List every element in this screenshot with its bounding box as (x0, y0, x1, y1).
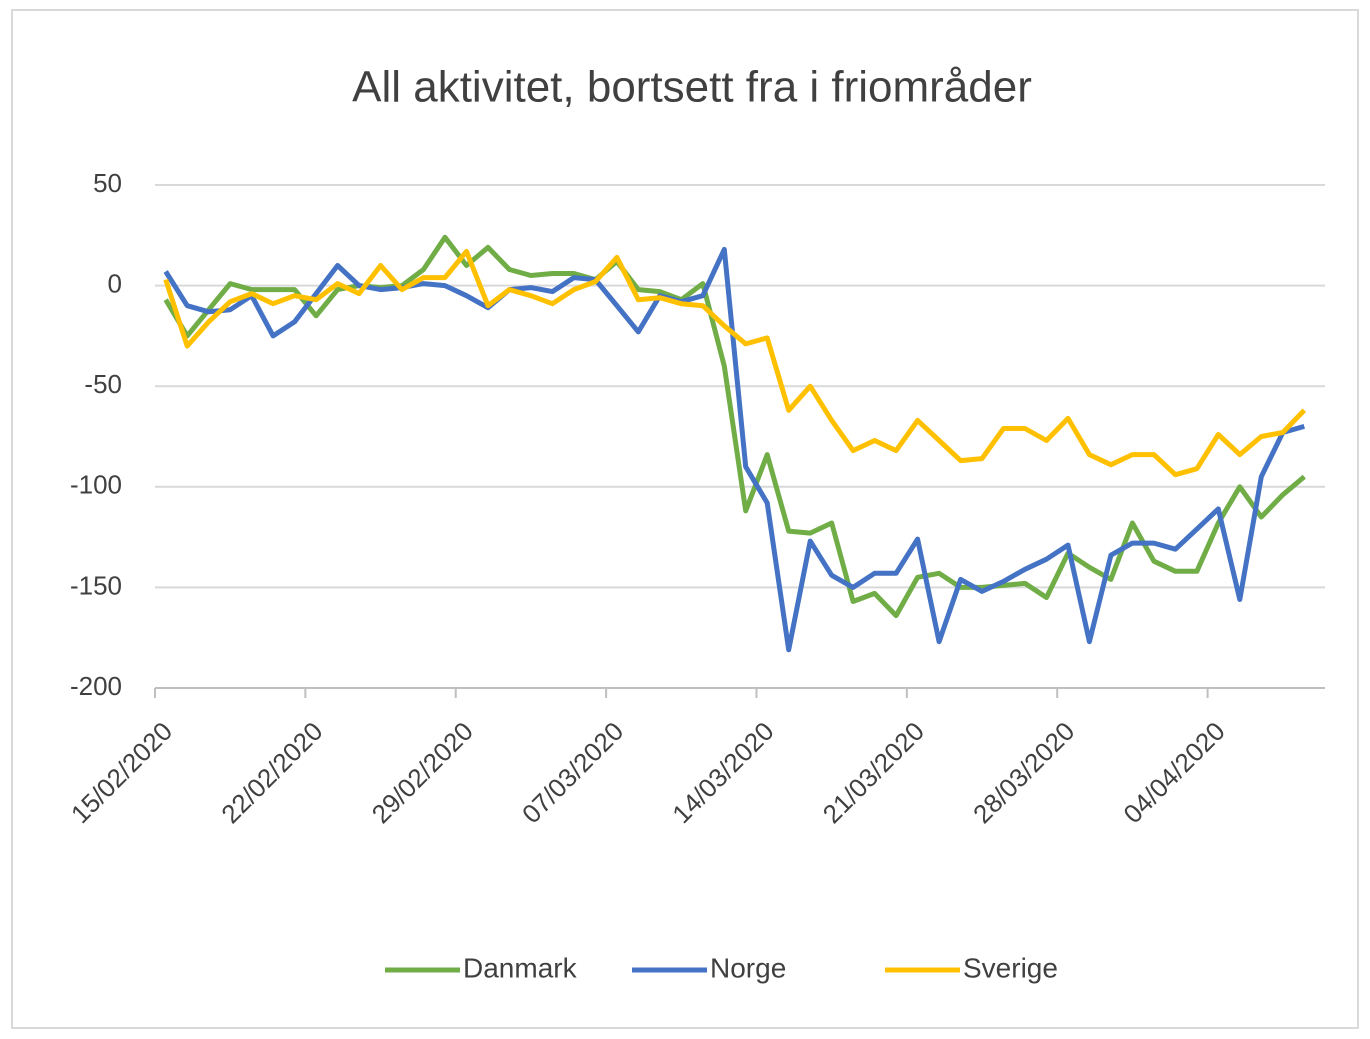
y-tick-label: -50 (84, 369, 122, 399)
series-line (163, 234, 1306, 619)
legend-label: Sverige (963, 952, 1058, 983)
legend-label: Danmark (463, 952, 578, 983)
series-line (163, 248, 1307, 478)
y-tick-label: -200 (70, 671, 122, 701)
legend-label: Norge (710, 952, 786, 983)
series-line (163, 246, 1305, 653)
chart-frame (11, 9, 1359, 1029)
y-tick-label: 0 (108, 268, 122, 298)
y-tick-label: 50 (93, 168, 122, 198)
y-tick-label: -100 (70, 470, 122, 500)
y-tick-label: -150 (70, 570, 122, 600)
chart-title: All aktivitet, bortsett fra i friområder (352, 63, 1032, 112)
